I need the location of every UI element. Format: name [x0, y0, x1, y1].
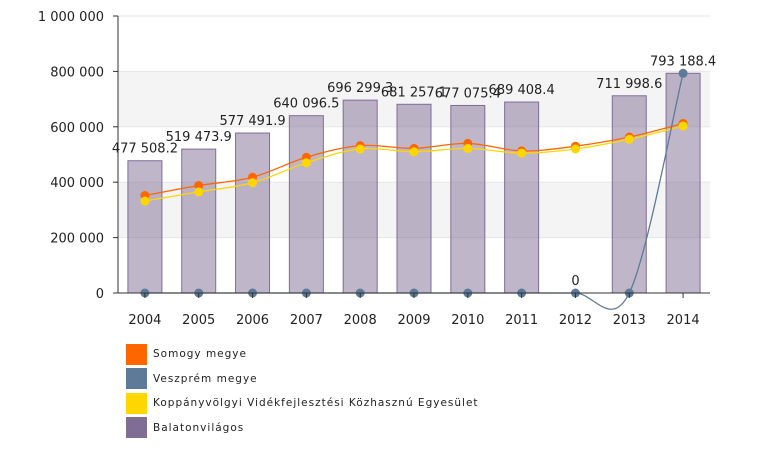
- x-tick-label: 2013: [613, 313, 646, 328]
- data-label-2009: 681 257.1: [381, 85, 447, 100]
- data-label-2012: 0: [571, 274, 579, 289]
- data-label-2005: 519 473.9: [166, 130, 232, 145]
- x-tick-label: 2004: [128, 313, 161, 328]
- marker-Koppányvölgyi Vidékfejlesztési Közhasznú Egyesület-2007: [301, 158, 311, 168]
- x-tick-label: 2012: [559, 313, 592, 328]
- x-tick-label: 2011: [505, 313, 538, 328]
- y-tick-label: 1 000 000: [38, 10, 104, 25]
- marker-Veszprém megye-2014: [678, 68, 688, 78]
- bar-2008: [342, 99, 378, 294]
- legend-swatch: [126, 392, 147, 414]
- legend-swatch: [126, 417, 147, 439]
- data-label-2004: 477 508.2: [112, 142, 178, 157]
- y-tick-label: 0: [96, 287, 104, 302]
- x-tick-label: 2006: [236, 313, 269, 328]
- bar-2007: [288, 115, 324, 294]
- bar-2013: [611, 95, 647, 294]
- y-tick-label: 600 000: [50, 121, 104, 136]
- bar-2009: [396, 103, 432, 294]
- data-label-2008: 696 299.3: [327, 81, 393, 96]
- legend-label: Somogy megye: [153, 348, 247, 361]
- marker-Koppányvölgyi Vidékfejlesztési Közhasznú Egyesület-2012: [570, 144, 580, 154]
- x-axis-ticks: 2004 2005 2006 2007 2008 2009 2010 2011 2012 2013…: [128, 293, 700, 328]
- x-tick-label: 2005: [182, 313, 215, 328]
- y-axis-ticks: 0 200 000 400 000 600 000 800 000 1 000 000: [38, 10, 118, 302]
- chart: 0 200 000 400 000 600 000 800 000 1 000 000 2…: [38, 10, 716, 328]
- legend-item-koppanyvolgyi[interactable]: Koppányvölgyi Vidékfejlesztési Közhasznú…: [126, 391, 479, 416]
- plot-band: [118, 16, 710, 72]
- legend-label: Veszprém megye: [153, 372, 258, 385]
- data-label-2010: 677 075.4: [435, 86, 501, 101]
- marker-Koppányvölgyi Vidékfejlesztési Közhasznú Egyesület-2014: [678, 121, 688, 131]
- x-tick-label: 2007: [290, 313, 323, 328]
- data-label-2006: 577 491.9: [219, 114, 285, 129]
- x-tick-label: 2010: [451, 313, 484, 328]
- marker-Koppányvölgyi Vidékfejlesztési Közhasznú Egyesület-2005: [194, 187, 204, 197]
- legend-label: Balatonvilágos: [153, 421, 245, 434]
- y-tick-label: 400 000: [50, 176, 104, 191]
- bar-2014: [665, 72, 701, 294]
- marker-Koppányvölgyi Vidékfejlesztési Közhasznú Egyesület-2013: [624, 134, 634, 144]
- bar-2010: [450, 104, 486, 294]
- legend-swatch: [126, 343, 147, 365]
- data-label-2013: 711 998.6: [596, 77, 662, 92]
- bars: [127, 72, 701, 294]
- y-tick-label: 800 000: [50, 65, 104, 80]
- marker-Koppányvölgyi Vidékfejlesztési Közhasznú Egyesület-2009: [409, 147, 419, 157]
- marker-Koppányvölgyi Vidékfejlesztési Közhasznú Egyesület-2011: [517, 148, 527, 158]
- marker-Koppányvölgyi Vidékfejlesztési Közhasznú Egyesület-2006: [248, 178, 258, 188]
- x-tick-label: 2009: [397, 313, 430, 328]
- marker-Somogy megye-2005: [194, 181, 204, 191]
- marker-Koppányvölgyi Vidékfejlesztési Közhasznú Egyesület-2008: [355, 144, 365, 154]
- x-tick-label: 2008: [344, 313, 377, 328]
- marker-Koppányvölgyi Vidékfejlesztési Közhasznú Egyesület-2010: [463, 143, 473, 153]
- legend-item-balatonvilagos[interactable]: Balatonvilágos: [126, 416, 479, 441]
- legend-item-somogy[interactable]: Somogy megye: [126, 342, 479, 367]
- data-label-2011: 689 408.4: [489, 83, 555, 98]
- x-tick-label: 2014: [667, 313, 700, 328]
- legend-label: Koppányvölgyi Vidékfejlesztési Közhasznú…: [153, 397, 479, 410]
- bar-2011: [504, 101, 540, 294]
- legend-item-veszprem[interactable]: Veszprém megye: [126, 367, 479, 392]
- legend: Somogy megye Veszprém megye Koppányvölgy…: [126, 342, 479, 440]
- bar-2004: [127, 160, 163, 294]
- y-tick-label: 200 000: [50, 232, 104, 247]
- bar-2006: [235, 132, 271, 294]
- legend-swatch: [126, 368, 147, 390]
- data-label-2007: 640 096.5: [273, 97, 339, 112]
- marker-Koppányvölgyi Vidékfejlesztési Közhasznú Egyesület-2004: [140, 196, 150, 206]
- bar-2005: [181, 148, 217, 294]
- data-label-2014: 793 188.4: [650, 54, 716, 69]
